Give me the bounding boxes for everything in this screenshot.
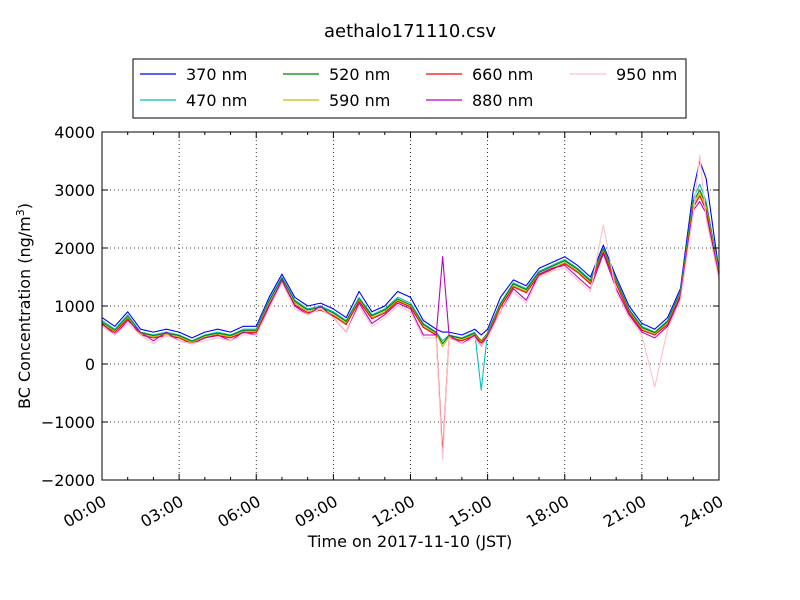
legend-label: 470 nm [186,91,247,110]
series-line-470-nm [101,183,720,391]
y-tick-label: 2000 [54,239,95,258]
chart-title: aethalo171110.csv [324,21,496,42]
y-tick-label: 4000 [54,123,95,142]
x-tick-label: 00:00 [60,492,109,532]
series-line-950-nm [101,154,720,461]
y-tick-label: −1000 [41,413,95,432]
y-tick-label: 0 [85,355,95,374]
x-tick-label: 06:00 [214,492,263,532]
y-tick-label: 1000 [54,297,95,316]
x-tick-label: 24:00 [677,492,726,532]
y-tick-label: 3000 [54,181,95,200]
axis-ticks: 00:00 03:00 06:00 09:00 12:00 15:00 18:00 21:00… [41,123,727,531]
y-axis-label-close: ) [15,203,34,209]
y-axis-label-superscript: 3 [14,209,27,216]
series-line-370-nm [101,160,720,339]
y-tick-label: −2000 [41,471,95,490]
series-line-590-nm [101,192,720,348]
legend-label: 370 nm [186,65,247,84]
legend-frame [132,58,687,119]
x-tick-label: 18:00 [523,492,572,532]
y-axis-label-text: BC Concentration (ng/m [15,216,34,409]
x-axis-label: Time on 2017-11-10 (JST) [307,532,512,551]
legend-label: 590 nm [329,91,390,110]
y-axis-label: BC Concentration (ng/m3) [14,203,34,409]
legend-label: 660 nm [472,65,533,84]
x-tick-label: 03:00 [137,492,186,532]
legend: 370 nm 470 nm 520 nm 590 nm 660 nm 880 nm 950 … [132,58,687,119]
x-tick-label: 15:00 [446,492,495,532]
x-tick-label: 09:00 [291,492,340,532]
x-tick-label: 12:00 [369,492,418,532]
series-line-880-nm [101,201,720,348]
legend-label: 880 nm [472,91,533,110]
legend-label: 520 nm [329,65,390,84]
legend-label: 950 nm [616,65,677,84]
series-lines [101,154,720,461]
x-tick-label: 21:00 [600,492,649,532]
series-line-520-nm [101,189,720,345]
